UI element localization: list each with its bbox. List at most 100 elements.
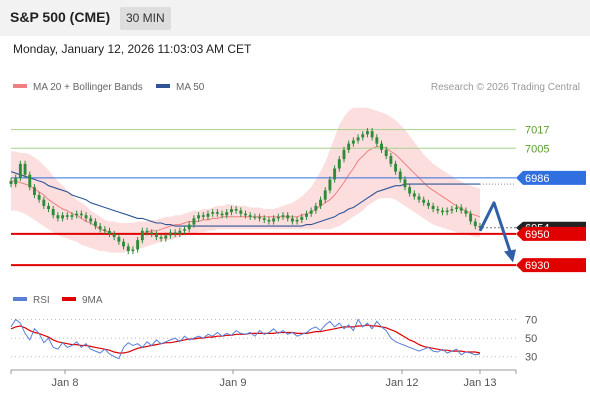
candle <box>14 177 18 185</box>
candle <box>478 226 482 228</box>
candle <box>136 240 140 250</box>
candle <box>51 209 55 216</box>
level-6986-label: 6986 <box>525 173 549 185</box>
candle <box>253 216 257 218</box>
candle <box>9 180 13 185</box>
candle <box>164 235 168 239</box>
candle <box>215 212 219 214</box>
x-tick-label: Jan 9 <box>220 377 247 389</box>
candle <box>56 215 60 219</box>
candle <box>75 213 79 216</box>
candle <box>178 230 182 234</box>
candle <box>384 149 388 157</box>
candle <box>150 232 154 234</box>
chart-header: S&P 500 (CME) 30 MIN <box>0 0 590 36</box>
candle <box>375 137 379 144</box>
rsi-tick-70: 70 <box>525 314 537 326</box>
candle <box>126 246 130 252</box>
candle <box>469 213 473 222</box>
candle <box>464 210 468 214</box>
candle <box>169 232 172 236</box>
candle <box>361 134 365 138</box>
candle <box>314 205 318 211</box>
candle <box>412 193 416 197</box>
candle <box>403 179 407 188</box>
candle <box>131 249 135 252</box>
candle <box>79 213 83 216</box>
candle <box>394 163 398 172</box>
candle <box>103 229 107 231</box>
candle <box>286 215 290 219</box>
candle <box>323 190 327 200</box>
candle <box>112 233 116 238</box>
bollinger-band <box>11 107 480 253</box>
candle <box>408 187 412 194</box>
candles <box>9 128 482 255</box>
candle <box>356 137 360 141</box>
level-6986-tag <box>516 170 586 185</box>
legend-label-rsi-ma: 9MA <box>82 295 103 306</box>
candle <box>398 171 402 180</box>
candle <box>319 199 322 206</box>
candle <box>84 215 88 219</box>
timeframe-button[interactable]: 30 MIN <box>120 7 171 30</box>
candle <box>239 210 243 214</box>
candle <box>65 215 69 217</box>
candle <box>211 212 215 214</box>
candle <box>37 195 41 200</box>
forecast-arrow <box>478 201 513 255</box>
candle <box>140 230 144 241</box>
candle <box>206 213 210 217</box>
candle <box>272 218 276 222</box>
x-tick-label: Jan 8 <box>52 377 79 389</box>
candle <box>70 215 74 217</box>
candle <box>173 232 177 234</box>
candle <box>380 143 383 150</box>
candle <box>290 218 294 222</box>
candle <box>445 210 449 213</box>
candle <box>281 215 285 217</box>
candle <box>18 163 22 178</box>
candle <box>145 230 149 233</box>
candle <box>23 163 27 175</box>
level-6930-label: 6930 <box>525 260 549 272</box>
legend-label-rsi: RSI <box>33 295 50 306</box>
level-6930-tag <box>516 258 586 273</box>
legend-swatch-ma20 <box>13 84 27 88</box>
candle <box>417 196 421 200</box>
candle <box>370 131 374 138</box>
candle <box>351 140 355 144</box>
rsi-line <box>10 318 481 360</box>
candle <box>42 199 46 206</box>
candle <box>32 187 36 195</box>
legend-swatch-ma50 <box>156 84 170 88</box>
candle <box>154 233 158 238</box>
candle <box>295 219 299 222</box>
x-tick-label: Jan 13 <box>463 377 496 389</box>
level-6950-label: 6950 <box>525 229 549 241</box>
candle <box>441 210 444 213</box>
candle <box>305 213 308 217</box>
candle <box>337 159 341 169</box>
credit-text: Research © 2026 Trading Central <box>431 82 580 93</box>
ma50-line <box>10 171 480 227</box>
forecast-arrow-head <box>504 249 516 263</box>
candle <box>328 179 332 191</box>
candle <box>183 229 186 231</box>
candle <box>431 205 435 210</box>
candle <box>220 213 224 216</box>
candle <box>248 215 252 217</box>
candle <box>309 210 313 214</box>
candle <box>192 218 196 225</box>
candle <box>234 209 238 211</box>
candle <box>229 209 233 213</box>
rsi-tick-30: 30 <box>525 352 537 364</box>
candle <box>455 207 459 210</box>
candle <box>333 168 337 180</box>
candle <box>98 226 102 230</box>
level-6950-tag <box>516 226 586 241</box>
legend-swatch-rsi-ma <box>62 297 76 301</box>
candle <box>117 237 121 242</box>
candle <box>187 224 191 230</box>
